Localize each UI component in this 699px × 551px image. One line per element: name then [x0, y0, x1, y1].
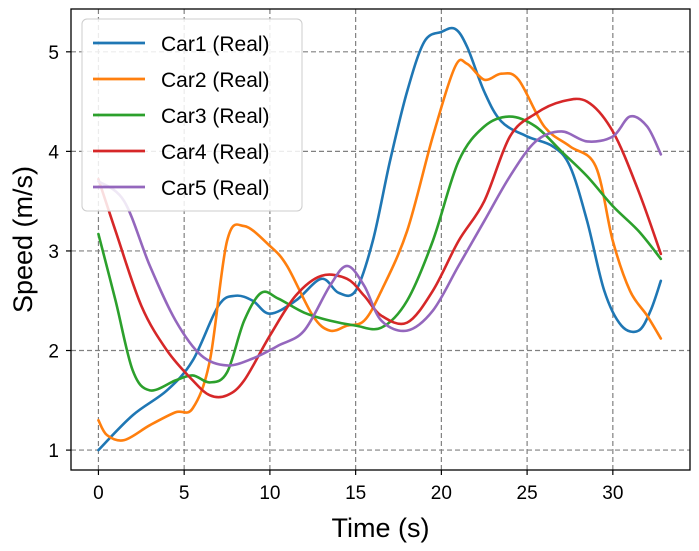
y-axis-label: Speed (m/s)	[8, 166, 38, 313]
x-tick-label: 15	[345, 483, 366, 504]
legend: Car1 (Real) Car2 (Real) Car3 (Real) Car4 (R…	[81, 18, 303, 212]
x-axis-label: Time (s)	[332, 513, 430, 543]
y-tick-label: 1	[48, 441, 59, 462]
legend-box	[81, 18, 303, 212]
series-line-car1	[97, 26, 663, 452]
x-tick-label: 10	[259, 483, 280, 504]
legend-label: Car2 (Real)	[161, 69, 270, 92]
series-line-car4	[97, 97, 663, 399]
plot-frame	[70, 8, 691, 471]
y-tick-label: 3	[48, 242, 59, 263]
series-lines	[97, 26, 663, 452]
x-tick-label: 30	[602, 483, 623, 504]
y-tick-label: 2	[48, 342, 59, 363]
x-tick-label: 20	[431, 483, 452, 504]
x-tick-label: 5	[179, 483, 190, 504]
series-line-car3	[97, 115, 663, 392]
legend-label: Car3 (Real)	[161, 105, 270, 128]
axis-ticks: 0 5 10 15 20 25 30 1 2 3 4 5	[48, 43, 623, 504]
x-tick-label: 25	[517, 483, 538, 504]
series-line-car5	[97, 114, 663, 367]
legend-label: Car4 (Real)	[161, 141, 270, 164]
x-tick-label: 0	[93, 483, 104, 504]
y-tick-label: 5	[48, 43, 59, 64]
legend-label: Car5 (Real)	[161, 177, 270, 200]
y-tick-label: 4	[48, 142, 59, 163]
legend-label: Car1 (Real)	[161, 33, 270, 56]
